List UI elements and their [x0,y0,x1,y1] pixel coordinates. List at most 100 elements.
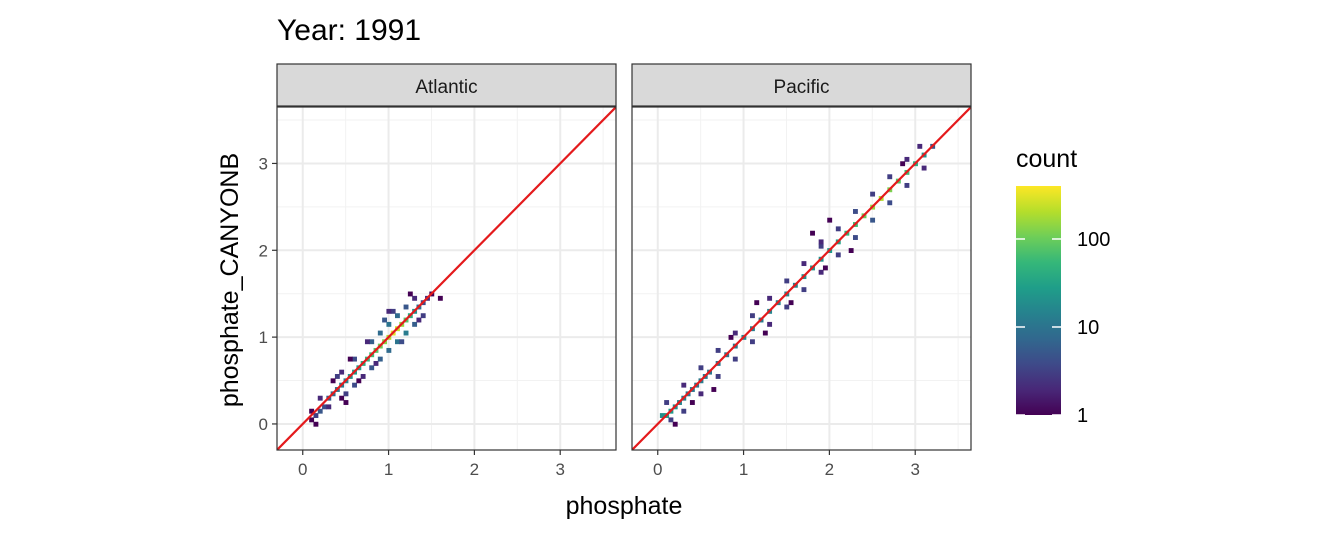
panel-border [276,106,617,451]
y-axis-label: phosphate_CANYONB [216,153,244,407]
heatmap-bin [373,360,379,366]
heatmap-bin [382,317,388,323]
reference-line [277,107,616,450]
facet-strip [276,63,617,107]
facet-strip [631,63,972,107]
heatmap-bin [317,408,323,414]
heatmap-bin [887,200,893,206]
heatmap-bin [334,374,340,379]
heatmap-bin [330,378,336,384]
heatmap-bin [360,374,366,379]
heatmap-bin [369,365,375,371]
heatmap-bin [313,421,319,427]
heatmap-bin [672,421,678,427]
legend-colorbar [1016,186,1061,415]
heatmap-bin [343,391,349,397]
heatmap-bin [364,339,370,345]
facet-strip-label: Atlantic [415,77,477,98]
legend-tick-label: 1 [1077,405,1088,427]
legend: count 1 10 100 [1016,145,1110,427]
x-tick-label: 2 [825,460,834,479]
heatmap-bin [403,304,409,310]
heatmap-bin [801,261,807,267]
heatmap-bin [835,252,841,258]
heatmap-bin [801,287,807,293]
x-tick-label: 3 [555,460,564,479]
heatmap-bin [420,313,426,319]
facet-strip-label: Pacific [774,77,830,98]
heatmap-bin [715,374,721,379]
heatmap-bin [917,143,923,149]
x-tick-label: 0 [298,460,307,479]
heatmap-bin [309,408,315,414]
heatmap-bin [386,321,392,327]
x-tick-label: 3 [910,460,919,479]
heatmap-bin [386,347,392,353]
legend-tick-label: 10 [1077,317,1099,339]
heatmap-bin [904,156,910,162]
x-tick-label: 2 [470,460,479,479]
heatmap-bin [395,339,400,345]
chart-title: Year: 1991 [277,14,421,47]
heatmap-bin [403,330,409,336]
heatmap-bin [339,369,345,375]
heatmap-bin [681,408,687,414]
heatmap-bin [870,191,876,197]
heatmap-bin [416,317,422,323]
heatmap-bin [835,226,841,232]
y-tick-label: 2 [259,241,268,260]
heatmap-bin [412,321,418,327]
heatmap-bin [386,308,392,314]
heatmap-bin [309,417,315,423]
heatmap-bin [921,165,927,171]
panel-border [631,106,972,451]
y-tick-label: 3 [259,154,268,173]
heatmap-bin [711,387,717,392]
heatmap-bin [848,248,854,253]
legend-title: count [1016,145,1077,173]
heatmap-bin [784,278,790,284]
heatmap-bin [698,391,704,397]
heatmap-bin [347,356,353,362]
heatmap-bin [412,295,418,301]
heatmap-bin [767,321,773,327]
heatmap-bin [395,313,400,319]
y-tick-label: 0 [259,415,268,434]
heatmap-bin [732,330,738,336]
heatmap-bin [390,308,396,314]
heatmap-bin [352,356,357,362]
heatmap-bin [437,295,443,301]
heatmap-bin [326,404,332,410]
heatmap-bin [728,334,734,340]
heatmap-bin [668,417,674,423]
heatmap-bin [339,395,345,401]
heatmap-bin [810,230,815,236]
heatmap-bin [887,174,893,180]
heatmap-bin [343,400,349,405]
heatmap-bin [788,300,794,306]
heatmap-bin [750,313,755,319]
heatmap-bin [732,356,738,362]
heatmap-bin [900,161,906,167]
heatmap-bin [822,265,828,271]
facet-panel-pacific: Pacific 0 1 2 3 [631,63,972,479]
heatmap-bin [762,330,768,336]
heatmap-bin [322,404,327,410]
heatmap-bin [377,330,383,336]
y-tick-label: 1 [259,328,268,347]
heatmap-bin [313,413,319,418]
x-axis-label: phosphate [566,492,683,520]
heatmap-bin [698,365,704,371]
x-tick-label: 1 [739,460,748,479]
legend-tick-label: 100 [1077,229,1110,251]
heatmap-bin [407,291,413,297]
heatmap-bin [356,378,362,384]
x-tick-label: 0 [653,460,662,479]
heatmap-bin [870,217,876,223]
heatmap-bin [399,339,405,345]
heatmap-bin [767,295,773,301]
heatmap-bin [818,269,824,275]
heatmap-bin [754,300,760,306]
heatmap-bin [827,217,833,223]
